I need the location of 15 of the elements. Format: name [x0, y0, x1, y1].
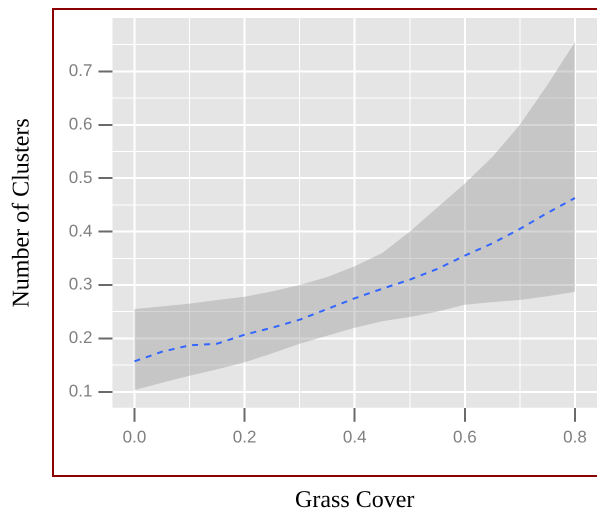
y-tick-label: 0.2: [68, 328, 92, 348]
x-tick-label: 0.6: [453, 428, 477, 447]
x-axis-title: Grass Cover: [295, 486, 414, 513]
x-tick-label: 0.0: [122, 428, 146, 447]
y-tick-label: 0.5: [68, 168, 92, 187]
y-tick-label: 0.1: [68, 381, 92, 400]
x-tick-label: 0.2: [232, 428, 256, 447]
line-series: [133, 196, 576, 362]
x-tick-label: 0.4: [342, 428, 367, 447]
y-axis-title: Number of Clusters: [8, 118, 35, 308]
y-tick-label: 0.7: [68, 61, 92, 80]
y-tick-label: 0.6: [68, 114, 92, 134]
y-tick-label: 0.3: [68, 274, 92, 294]
x-tick-label: 0.8: [563, 428, 587, 447]
y-tick-label: 0.4: [68, 221, 92, 240]
